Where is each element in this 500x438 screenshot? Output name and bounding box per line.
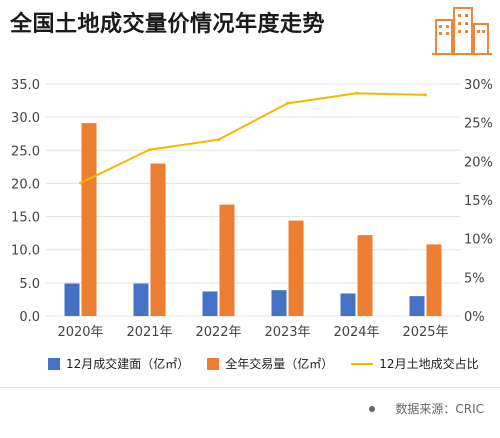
source-note: 数据来源：CRIC xyxy=(369,400,484,417)
category-label: 2023年 xyxy=(264,325,310,340)
bar-volume xyxy=(357,235,373,316)
bar-area xyxy=(409,296,425,316)
share-point xyxy=(424,93,427,97)
left-tick-label: 35.0 xyxy=(11,78,40,93)
footer-divider xyxy=(0,387,500,388)
left-tick-label: 20.0 xyxy=(11,177,40,192)
left-tick-label: 10.0 xyxy=(11,244,40,259)
building-logo-icon xyxy=(432,7,492,55)
right-tick-label: 20% xyxy=(464,155,493,170)
left-tick-label: 0.0 xyxy=(19,310,40,325)
legend-item-share: 12月土地成交占比 xyxy=(351,355,479,372)
bar-volume xyxy=(426,244,442,316)
category-label: 2021年 xyxy=(126,325,172,340)
right-tick-label: 30% xyxy=(464,78,493,93)
right-tick-label: 0% xyxy=(464,310,485,325)
legend-label-share: 12月土地成交占比 xyxy=(379,357,479,371)
category-label: 2020年 xyxy=(57,325,103,340)
chart-title: 全国土地成交量价情况年度走势 xyxy=(10,12,326,37)
bar-area xyxy=(340,293,356,316)
legend-label-volume: 全年交易量（亿㎡） xyxy=(225,357,334,371)
legend-item-volume: 全年交易量（亿㎡） xyxy=(207,355,333,372)
share-point xyxy=(217,138,220,142)
bar-area xyxy=(133,283,149,316)
legend-swatch-area xyxy=(48,357,60,370)
bullet-icon xyxy=(369,405,376,412)
legend-swatch-volume xyxy=(207,357,220,370)
category-labels: 2020年 2021年 2022年 2023年 2024年 2025年 xyxy=(57,325,448,340)
bar-volume xyxy=(288,220,304,316)
right-tick-label: 25% xyxy=(464,117,493,132)
legend-label-area: 12月成交建面（亿㎡） xyxy=(66,357,190,371)
bars xyxy=(64,123,442,316)
left-tick-label: 5.0 xyxy=(19,277,40,292)
right-tick-label: 10% xyxy=(464,233,493,248)
right-axis-ticks: 0% 5% 10% 15% 20% 25% 30% xyxy=(464,78,493,325)
right-tick-label: 5% xyxy=(464,271,485,286)
right-tick-label: 15% xyxy=(464,194,493,209)
share-point xyxy=(79,181,82,185)
share-line xyxy=(80,92,426,184)
left-tick-label: 30.0 xyxy=(11,111,40,126)
source-text: 数据来源：CRIC xyxy=(395,402,484,416)
bar-volume xyxy=(219,204,235,316)
category-label: 2024年 xyxy=(333,325,379,340)
bar-area xyxy=(202,291,218,316)
grid-lines xyxy=(46,83,460,317)
left-tick-label: 25.0 xyxy=(11,144,40,159)
share-point xyxy=(286,101,289,105)
left-tick-label: 15.0 xyxy=(11,211,40,226)
share-point xyxy=(148,148,151,152)
bar-volume xyxy=(81,123,97,316)
bar-area xyxy=(64,283,80,316)
left-axis-ticks: 0.0 5.0 10.0 15.0 20.0 25.0 30.0 35.0 xyxy=(11,78,40,325)
legend-swatch-share xyxy=(351,362,374,365)
bar-area xyxy=(271,290,287,316)
category-label: 2025年 xyxy=(402,325,448,340)
legend: 12月成交建面（亿㎡） 全年交易量（亿㎡） 12月土地成交占比 xyxy=(48,355,479,372)
bar-volume xyxy=(150,163,166,316)
category-label: 2022年 xyxy=(195,325,241,340)
line-series xyxy=(79,91,427,185)
share-point xyxy=(355,91,358,95)
legend-item-area: 12月成交建面（亿㎡） xyxy=(48,355,189,372)
